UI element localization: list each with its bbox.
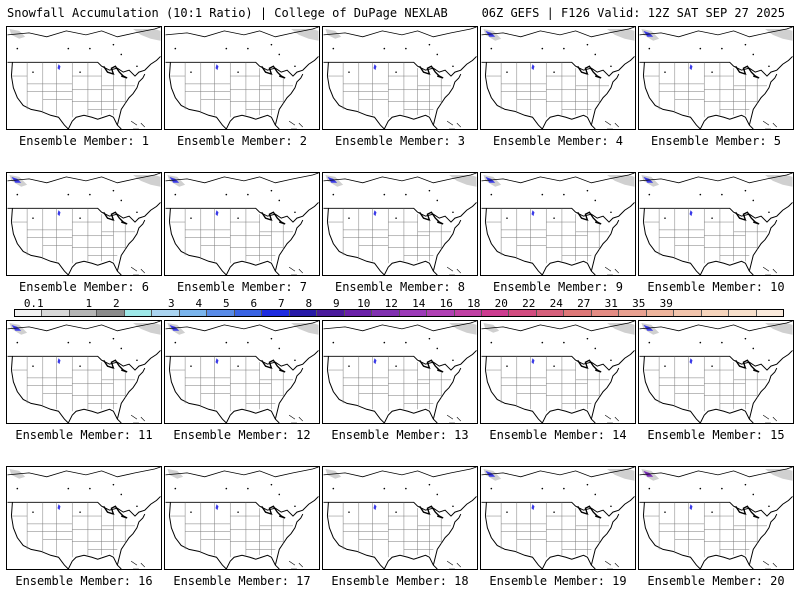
ensemble-member-map: [164, 466, 320, 570]
color-scale-swatch: [317, 310, 345, 316]
color-scale-swatch: [564, 310, 592, 316]
color-scale-swatch: [646, 310, 675, 316]
ensemble-member-label: Ensemble Member: 4: [492, 134, 624, 148]
color-scale-tick: 5: [222, 297, 230, 310]
color-scale-swatch: [536, 310, 565, 316]
color-scale-tick: 27: [577, 297, 591, 310]
color-scale-tick: 6: [250, 297, 258, 310]
ensemble-member-map: [164, 172, 320, 276]
color-scale-tick: 20: [494, 297, 508, 310]
ensemble-member-map: [638, 320, 794, 424]
color-scale-tick: 3: [167, 297, 175, 310]
ensemble-member-label: Ensemble Member: 20: [647, 574, 785, 588]
color-scale-swatch: [234, 310, 263, 316]
color-scale-tick: 18: [467, 297, 481, 310]
color-scale-swatch: [152, 310, 180, 316]
ensemble-member-map: [322, 172, 478, 276]
ensemble-member-map: [480, 172, 636, 276]
ensemble-member-map: [322, 320, 478, 424]
ensemble-member-map: [638, 26, 794, 130]
color-scale-swatch: [509, 310, 537, 316]
color-scale-swatch: [179, 310, 208, 316]
color-scale-tick: 10: [357, 297, 371, 310]
ensemble-member-label: Ensemble Member: 1: [18, 134, 150, 148]
ensemble-member-label: Ensemble Member: 9: [492, 280, 624, 294]
color-scale-tick: 22: [522, 297, 536, 310]
model-valid-time: 06Z GEFS | F126 Valid: 12Z SAT SEP 27 20…: [481, 6, 785, 20]
ensemble-member-map: [322, 466, 478, 570]
color-scale-labels: 0.1 1 2 3 4 5 6 7 8 9 10 12 14 16 18 20 22 24 27 31 35 39: [14, 297, 784, 310]
ensemble-member-label: Ensemble Member: 8: [334, 280, 466, 294]
color-scale-swatch: [427, 310, 455, 316]
color-scale-swatch: [42, 310, 70, 316]
color-scale-tick: 39: [659, 297, 673, 310]
ensemble-member-label: Ensemble Member: 5: [650, 134, 782, 148]
ensemble-member-label: Ensemble Member: 15: [647, 428, 785, 442]
color-scale-tick: 14: [412, 297, 426, 310]
color-scale-swatch: [207, 310, 235, 316]
color-scale-swatch: [262, 310, 290, 316]
color-scale-tick: 31: [604, 297, 618, 310]
ensemble-member-label: Ensemble Member: 7: [176, 280, 308, 294]
color-scale-swatch: [97, 310, 125, 316]
color-scale-tick: 16: [439, 297, 453, 310]
ensemble-member-map: [164, 320, 320, 424]
color-scale-swatch: [289, 310, 318, 316]
ensemble-member-map: [638, 172, 794, 276]
ensemble-member-label: Ensemble Member: 10: [647, 280, 785, 294]
color-scale-swatch: [729, 310, 757, 316]
snowfall-color-scale: [14, 309, 784, 317]
ensemble-member-label: Ensemble Member: 16: [15, 574, 153, 588]
color-scale-swatch: [591, 310, 620, 316]
ensemble-member-map: [480, 320, 636, 424]
color-scale-tick: 12: [384, 297, 398, 310]
ensemble-member-map: [6, 26, 162, 130]
ensemble-member-map: [6, 172, 162, 276]
ensemble-member-label: Ensemble Member: 19: [489, 574, 627, 588]
ensemble-member-map: [480, 466, 636, 570]
color-scale-swatch: [701, 310, 730, 316]
ensemble-member-label: Ensemble Member: 2: [176, 134, 308, 148]
color-scale-tick: 0.1: [23, 297, 44, 310]
color-scale-swatch: [124, 310, 153, 316]
color-scale-tick: 7: [277, 297, 285, 310]
ensemble-member-label: Ensemble Member: 12: [173, 428, 311, 442]
ensemble-member-map: [6, 466, 162, 570]
color-scale-swatch: [69, 310, 98, 316]
ensemble-member-label: Ensemble Member: 6: [18, 280, 150, 294]
ensemble-member-label: Ensemble Member: 11: [15, 428, 153, 442]
map-title: Snowfall Accumulation (10:1 Ratio) | Col…: [7, 6, 448, 20]
color-scale-tick: 35: [632, 297, 646, 310]
ensemble-member-map: [164, 26, 320, 130]
ensemble-member-label: Ensemble Member: 17: [173, 574, 311, 588]
color-scale-swatch: [481, 310, 510, 316]
ensemble-member-label: Ensemble Member: 13: [331, 428, 469, 442]
color-scale-tick: 1: [85, 297, 93, 310]
ensemble-member-map: [322, 26, 478, 130]
color-scale-tick: 2: [112, 297, 120, 310]
color-scale-swatch: [674, 310, 702, 316]
ensemble-member-map: [638, 466, 794, 570]
color-scale-swatch: [756, 310, 784, 316]
ensemble-member-label: Ensemble Member: 3: [334, 134, 466, 148]
ensemble-member-label: Ensemble Member: 14: [489, 428, 627, 442]
color-scale-swatch: [15, 310, 43, 316]
color-scale-tick: 24: [549, 297, 563, 310]
color-scale-tick: 9: [332, 297, 340, 310]
color-scale-swatch: [399, 310, 428, 316]
ensemble-member-label: Ensemble Member: 18: [331, 574, 469, 588]
color-scale-swatch: [344, 310, 373, 316]
color-scale-swatch: [454, 310, 482, 316]
color-scale-tick: 8: [305, 297, 313, 310]
color-scale-tick: 4: [195, 297, 203, 310]
color-scale-swatch: [619, 310, 647, 316]
ensemble-member-map: [6, 320, 162, 424]
ensemble-member-map: [480, 26, 636, 130]
color-scale-swatch: [372, 310, 400, 316]
